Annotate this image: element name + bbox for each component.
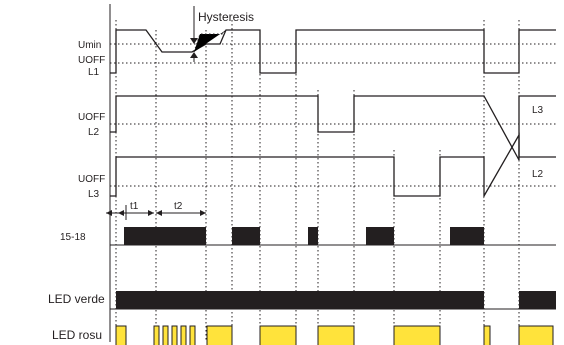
led-red-pulse xyxy=(206,325,233,345)
uoff-label-l2: UOFF xyxy=(78,112,105,123)
contacts-bar xyxy=(308,227,318,245)
led-red-pulse xyxy=(483,325,491,345)
led-red-pulse xyxy=(153,325,160,345)
threshold-lines xyxy=(110,43,556,187)
led-green-bar xyxy=(519,291,556,309)
l3-label: L3 xyxy=(88,189,100,200)
l2-waveform xyxy=(110,95,556,161)
led-red-pulse xyxy=(162,325,169,345)
contacts-bars xyxy=(124,227,484,245)
uoff-label-l1: UOFF xyxy=(78,55,105,66)
led-red-pulse xyxy=(518,325,554,345)
led-red-pulses xyxy=(115,325,554,345)
hysteresis-label: Hysteresis xyxy=(198,10,254,24)
l3-waveform xyxy=(110,132,556,199)
umin-label: Umin xyxy=(78,40,101,51)
uoff-label-l3: UOFF xyxy=(78,174,105,185)
contacts-label: 15-18 xyxy=(60,232,86,243)
contacts-bar xyxy=(232,227,260,245)
led-green-bar xyxy=(116,291,484,309)
l1-waveform xyxy=(110,29,556,74)
led-red-pulse xyxy=(393,325,441,345)
contacts-bar xyxy=(124,227,206,245)
led-green-label: LED verde xyxy=(48,292,105,306)
led-red-pulse xyxy=(115,325,127,345)
led-green-bars xyxy=(116,291,556,309)
contacts-bar xyxy=(366,227,394,245)
t1-label: t1 xyxy=(130,201,139,212)
t1-dimension xyxy=(106,205,154,220)
l3-right-label: L3 xyxy=(532,105,544,116)
led-red-pulse xyxy=(317,325,355,345)
l2-label: L2 xyxy=(88,127,100,138)
led-red-pulse xyxy=(259,325,297,345)
led-red-pulse xyxy=(180,325,187,345)
t2-label: t2 xyxy=(174,201,183,212)
l1-label: L1 xyxy=(88,67,100,78)
l2-right-label: L2 xyxy=(532,169,544,180)
hysteresis-arrowhead-top xyxy=(190,38,198,44)
led-red-label: LED rosu xyxy=(52,328,102,342)
t2-dimension xyxy=(156,210,206,216)
hysteresis-outline xyxy=(193,29,227,53)
contacts-bar xyxy=(450,227,484,245)
led-red-pulse xyxy=(171,325,178,345)
hysteresis-arrowhead-bottom xyxy=(190,52,198,58)
led-red-pulse xyxy=(189,325,196,345)
